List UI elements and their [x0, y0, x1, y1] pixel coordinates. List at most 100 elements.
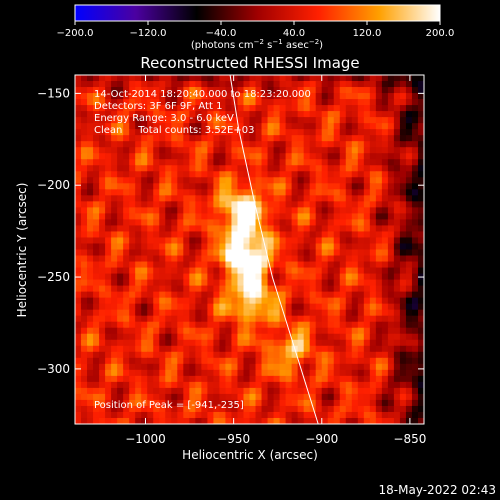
- heatmap-cell: [327, 177, 335, 184]
- heatmap-cell: [285, 105, 293, 112]
- heatmap-cell: [321, 111, 329, 118]
- heatmap-cell: [111, 81, 118, 88]
- heatmap-cell: [93, 357, 100, 365]
- heatmap-cell: [153, 75, 160, 82]
- heatmap-cell: [255, 387, 263, 395]
- heatmap-cell: [393, 153, 401, 160]
- heatmap-cell: [183, 327, 190, 335]
- heatmap-cell: [189, 225, 196, 233]
- heatmap-cell: [351, 279, 359, 287]
- heatmap-cell: [117, 411, 124, 419]
- heatmap-cell: [237, 321, 245, 329]
- heatmap-cell: [375, 399, 383, 407]
- heatmap-cell: [381, 363, 389, 371]
- heatmap-cell: [357, 255, 365, 263]
- heatmap-cell: [243, 135, 251, 142]
- heatmap-cell: [381, 135, 389, 142]
- heatmap-cell: [303, 225, 311, 233]
- heatmap-cell: [351, 135, 359, 142]
- heatmap-cell: [87, 369, 94, 377]
- heatmap-cell: [75, 255, 82, 263]
- heatmap-cell: [141, 93, 148, 100]
- heatmap-cell: [201, 93, 208, 100]
- heatmap-cell: [339, 315, 347, 323]
- heatmap-cell: [189, 399, 196, 407]
- heatmap-cell: [147, 231, 154, 239]
- heatmap-cell: [339, 291, 347, 299]
- heatmap-cell: [207, 345, 214, 353]
- heatmap-cell: [321, 261, 329, 269]
- heatmap-cell: [339, 411, 347, 419]
- heatmap-cell: [297, 399, 305, 407]
- heatmap-cell: [357, 87, 365, 94]
- heatmap-cell: [243, 351, 251, 359]
- heatmap-cell: [75, 123, 82, 130]
- heatmap-cell: [381, 261, 389, 269]
- heatmap-cell: [381, 333, 389, 341]
- heatmap-cell: [129, 357, 136, 365]
- heatmap-cell: [261, 285, 269, 293]
- heatmap-cell: [153, 411, 160, 419]
- heatmap-cell: [231, 285, 239, 293]
- heatmap-cell: [267, 123, 275, 130]
- heatmap-cell: [387, 321, 395, 329]
- heatmap-cell: [183, 213, 190, 221]
- heatmap-cell: [405, 225, 413, 233]
- heatmap-cell: [243, 411, 251, 419]
- heatmap-cell: [231, 369, 239, 377]
- heatmap-cell: [321, 267, 329, 275]
- heatmap-cell: [207, 171, 214, 178]
- heatmap-cell: [81, 75, 88, 82]
- heatmap-cell: [153, 249, 160, 257]
- heatmap-cell: [309, 93, 317, 100]
- heatmap-cell: [417, 393, 424, 401]
- heatmap-cell: [261, 117, 269, 124]
- heatmap-cell: [357, 195, 365, 202]
- heatmap-cell: [387, 93, 395, 100]
- heatmap-cell: [297, 417, 305, 424]
- heatmap-cell: [93, 201, 100, 208]
- heatmap-cell: [189, 195, 196, 202]
- heatmap-cell: [279, 279, 287, 287]
- heatmap-cell: [195, 123, 202, 130]
- heatmap-cell: [291, 273, 299, 281]
- heatmap-cell: [207, 165, 214, 172]
- heatmap-cell: [189, 177, 196, 184]
- heatmap-cell: [321, 171, 329, 178]
- heatmap-cell: [81, 123, 88, 130]
- heatmap-cell: [357, 297, 365, 305]
- heatmap-cell: [369, 345, 377, 353]
- heatmap-cell: [195, 357, 202, 365]
- heatmap-cell: [243, 129, 251, 136]
- heatmap-cell: [387, 243, 395, 251]
- heatmap-cell: [291, 99, 299, 106]
- heatmap-cell: [195, 291, 202, 299]
- heatmap-cell: [201, 345, 208, 353]
- heatmap-cell: [417, 87, 424, 94]
- heatmap-cell: [255, 231, 263, 239]
- heatmap-cell: [237, 381, 245, 389]
- heatmap-cell: [279, 363, 287, 371]
- heatmap-cell: [297, 321, 305, 329]
- heatmap-cell: [303, 129, 311, 136]
- heatmap-cell: [243, 345, 251, 353]
- heatmap-cell: [267, 381, 275, 389]
- heatmap-cell: [213, 363, 221, 371]
- heatmap-cell: [249, 141, 257, 148]
- heatmap-cell: [333, 411, 341, 419]
- heatmap-cell: [321, 225, 329, 233]
- heatmap-cell: [123, 171, 130, 178]
- heatmap-cell: [363, 399, 371, 407]
- heatmap-cell: [351, 117, 359, 124]
- heatmap-cell: [81, 351, 88, 359]
- heatmap-cell: [237, 417, 245, 424]
- heatmap-cell: [393, 417, 401, 424]
- heatmap-cell: [93, 165, 100, 172]
- heatmap-cell: [177, 261, 184, 269]
- heatmap-cell: [267, 201, 275, 208]
- heatmap-cell: [291, 123, 299, 130]
- heatmap-cell: [405, 165, 413, 172]
- heatmap-cell: [381, 255, 389, 263]
- heatmap-cell: [105, 111, 112, 118]
- heatmap-cell: [111, 99, 118, 106]
